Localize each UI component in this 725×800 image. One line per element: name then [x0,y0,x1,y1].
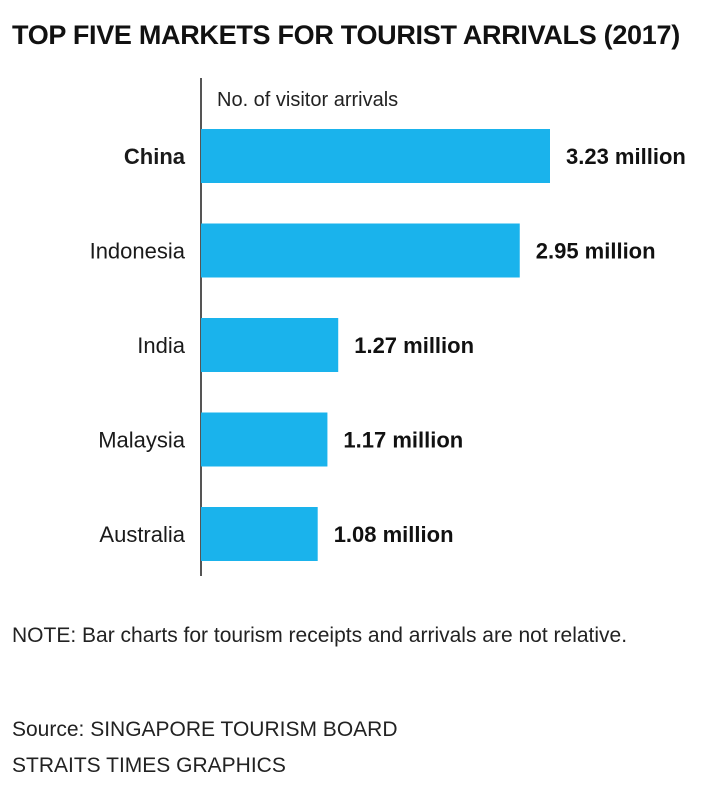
source-credit: Source: SINGAPORE TOURISM BOARD STRAITS … [12,712,398,784]
bar-malaysia [201,412,328,467]
graphics-credit: STRAITS TIMES GRAPHICS [12,754,286,777]
value-label: 1.27 million [354,333,474,358]
category-label: Malaysia [98,428,186,453]
category-label: China [124,144,186,169]
bar-chart: No. of visitor arrivals China 3.23 millio… [90,78,686,576]
value-label: 2.95 million [536,239,656,264]
category-label: India [137,333,185,358]
category-label: Indonesia [90,239,186,264]
category-label: Australia [99,522,185,547]
bar-india [201,318,339,372]
value-label: 3.23 million [566,144,686,169]
bar-china [201,129,550,183]
axis-label: No. of visitor arrivals [217,89,398,111]
source-line: Source: SINGAPORE TOURISM BOARD [12,718,398,741]
value-label: 1.08 million [334,522,454,547]
bar-australia [201,507,318,561]
value-label: 1.17 million [343,428,463,453]
chart-note: NOTE: Bar charts for tourism receipts an… [12,624,628,647]
bar-indonesia [201,223,520,278]
chart-title: TOP FIVE MARKETS FOR TOURIST ARRIVALS (2… [12,20,680,50]
